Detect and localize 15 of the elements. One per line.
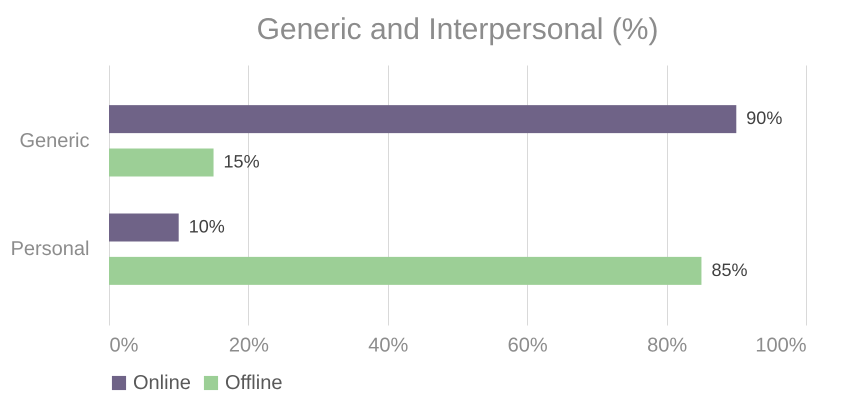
- chart-title: Generic and Interpersonal (%): [256, 13, 658, 46]
- data-label: 10%: [188, 216, 225, 236]
- data-label: 90%: [746, 108, 782, 128]
- y-tick-label: Personal: [10, 238, 90, 260]
- x-tick-label: 60%: [508, 334, 548, 356]
- legend-label: Offline: [225, 372, 282, 394]
- legend-label: Online: [133, 372, 191, 394]
- x-tick-label: 20%: [228, 334, 270, 356]
- data-label: 15%: [224, 152, 260, 172]
- x-tick-label: 80%: [647, 334, 688, 356]
- x-tick-label: 100%: [755, 334, 807, 356]
- data-label: 85%: [711, 260, 748, 280]
- x-tick-label: 40%: [368, 334, 409, 356]
- y-tick-label: Generic: [19, 130, 90, 152]
- x-tick-label: 0%: [110, 334, 139, 356]
